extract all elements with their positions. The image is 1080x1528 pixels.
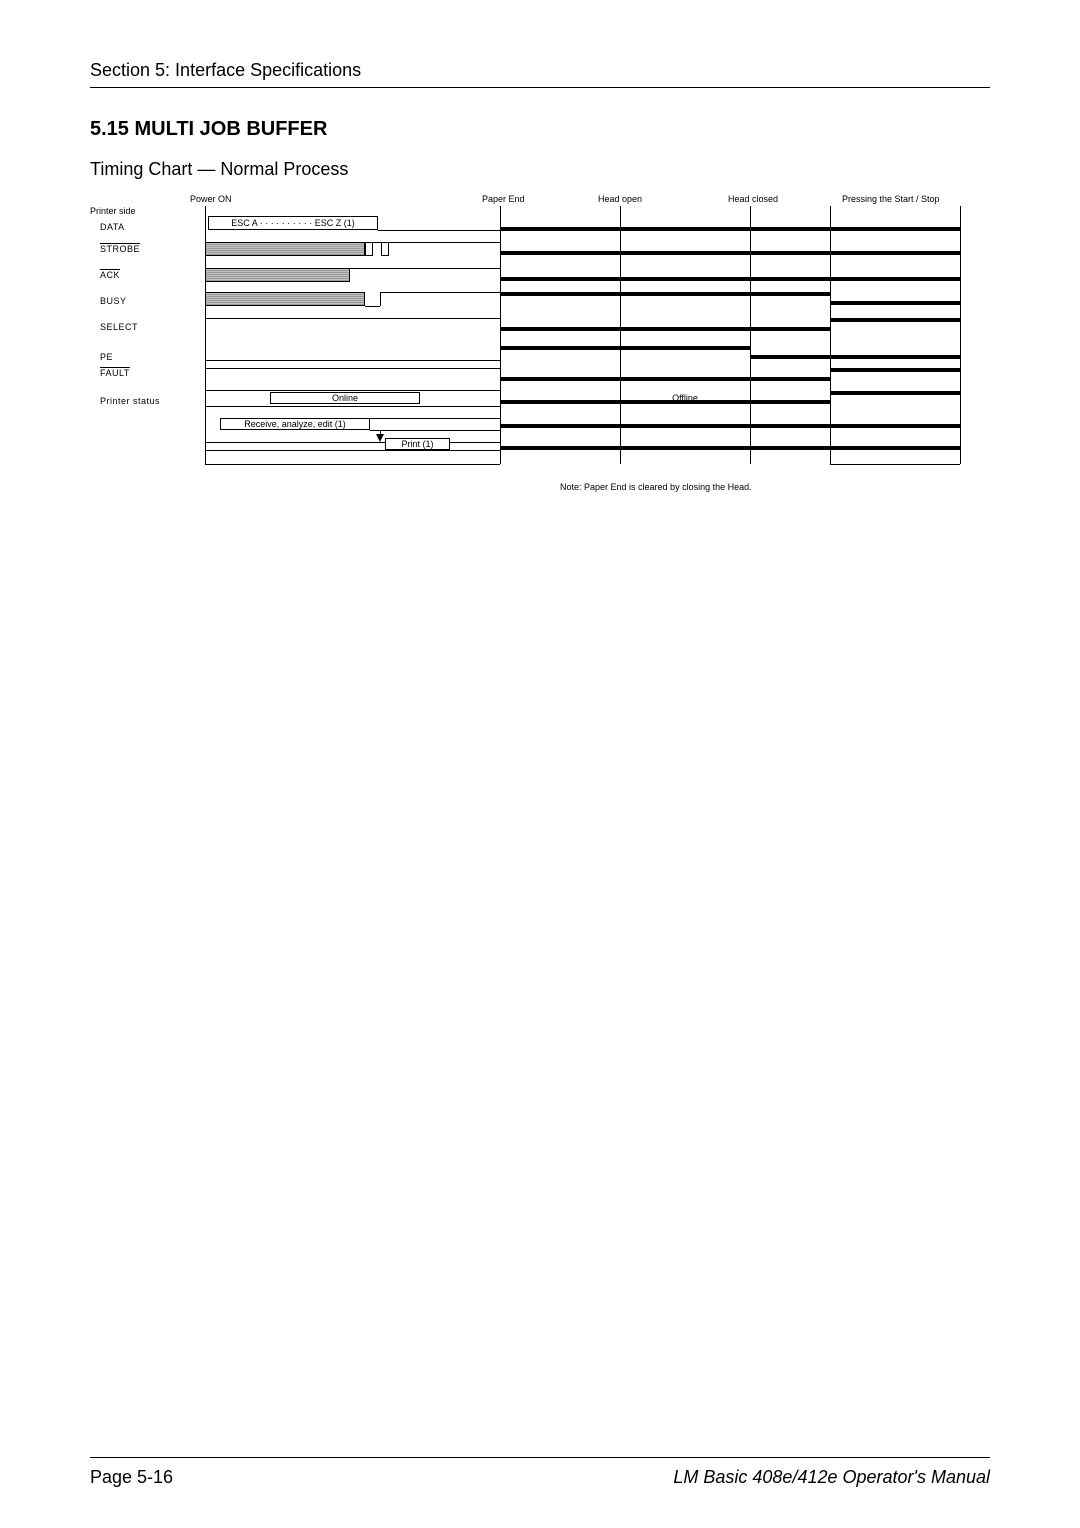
footer-rule bbox=[90, 1457, 990, 1458]
select-thick-2 bbox=[620, 327, 750, 331]
strobe-line-1 bbox=[389, 242, 500, 243]
section-header: Section 5: Interface Specifications bbox=[90, 60, 990, 81]
chart-note: Note: Paper End is cleared by closing th… bbox=[560, 482, 990, 492]
ack-thick-4 bbox=[830, 277, 960, 281]
status-thick-3 bbox=[750, 400, 830, 404]
fault-thick-4 bbox=[830, 368, 960, 372]
print-box: Print (1) bbox=[385, 438, 450, 450]
print-thick-1 bbox=[500, 446, 620, 450]
print-thick-3 bbox=[750, 446, 830, 450]
fault-high-1 bbox=[205, 368, 500, 369]
event-head-closed: Head closed bbox=[728, 194, 778, 204]
strobe-pulse-1 bbox=[365, 242, 373, 256]
pe-thick-3 bbox=[750, 355, 830, 359]
row-busy: BUSY bbox=[100, 296, 127, 306]
strobe-thick-2 bbox=[620, 251, 750, 255]
fault-thick-1 bbox=[500, 377, 620, 381]
fault-thick-3 bbox=[750, 377, 830, 381]
receive-thick-1 bbox=[500, 424, 620, 428]
printer-side-label: Printer side bbox=[90, 206, 136, 216]
status-online-box: Online bbox=[270, 392, 420, 404]
receive-thick-3 bbox=[750, 424, 830, 428]
busy-thick-2 bbox=[620, 292, 750, 296]
data-thick-2 bbox=[620, 227, 750, 231]
pe-thick-4 bbox=[830, 355, 960, 359]
ack-hatched bbox=[205, 268, 350, 282]
bottom-line bbox=[205, 464, 500, 465]
receive-thick-4 bbox=[830, 424, 960, 428]
print-arrow-head bbox=[376, 434, 384, 442]
strobe-thick-4 bbox=[830, 251, 960, 255]
page-title: 5.15 MULTI JOB BUFFER bbox=[90, 118, 990, 141]
status-line-bg-2 bbox=[205, 406, 500, 407]
bottom-line-r bbox=[830, 464, 960, 465]
receive-line-bot bbox=[370, 430, 500, 431]
manual-name: LM Basic 408e/412e Operator's Manual bbox=[673, 1467, 990, 1488]
strobe-gap bbox=[373, 242, 381, 243]
print-line-pre bbox=[205, 442, 385, 443]
pe-thick-1 bbox=[500, 346, 620, 350]
page-number: Page 5-16 bbox=[90, 1467, 173, 1488]
status-line-bg-1 bbox=[205, 390, 500, 391]
busy-low bbox=[365, 306, 380, 307]
row-select: SELECT bbox=[100, 322, 138, 332]
receive-line-top bbox=[370, 418, 500, 419]
event-head-open: Head open bbox=[598, 194, 642, 204]
row-fault: FAULT bbox=[100, 368, 130, 378]
print-thick-2 bbox=[620, 446, 750, 450]
data-thick-4 bbox=[830, 227, 960, 231]
ack-thick-3 bbox=[750, 277, 830, 281]
row-printer-status: Printer status bbox=[100, 396, 160, 406]
event-start-stop: Pressing the Start / Stop bbox=[842, 194, 940, 204]
row-strobe: STROBE bbox=[100, 244, 140, 254]
select-high-1 bbox=[205, 318, 500, 319]
data-box: ESC A · · · · · · · · · · ESC Z (1) bbox=[208, 216, 378, 230]
receive-box: Receive, analyze, edit (1) bbox=[220, 418, 370, 430]
busy-thick-3 bbox=[750, 292, 830, 296]
page-subtitle: Timing Chart — Normal Process bbox=[90, 159, 990, 180]
strobe-pulse-2 bbox=[381, 242, 389, 256]
data-thick-1 bbox=[500, 227, 620, 231]
receive-thick-2 bbox=[620, 424, 750, 428]
print-thick-4 bbox=[830, 446, 960, 450]
strobe-hatched bbox=[205, 242, 365, 256]
busy-thick-4 bbox=[830, 301, 960, 305]
pe-thick-2 bbox=[620, 346, 750, 350]
select-thick-4 bbox=[830, 318, 960, 322]
select-thick-1 bbox=[500, 327, 620, 331]
data-thick-3 bbox=[750, 227, 830, 231]
print-line-top bbox=[450, 442, 500, 443]
busy-thick-1 bbox=[500, 292, 620, 296]
event-paper-end: Paper End bbox=[482, 194, 525, 204]
event-power-on: Power ON bbox=[190, 194, 232, 204]
data-line-1 bbox=[378, 230, 500, 231]
row-pe: PE bbox=[100, 352, 113, 362]
status-thick-4 bbox=[830, 391, 960, 395]
strobe-thick-3 bbox=[750, 251, 830, 255]
print-line-bot bbox=[205, 450, 500, 451]
status-thick-1 bbox=[500, 400, 620, 404]
pe-low-1 bbox=[205, 360, 500, 361]
header-rule bbox=[90, 87, 990, 88]
busy-high bbox=[380, 292, 500, 293]
busy-hatched bbox=[205, 292, 365, 306]
strobe-thick-1 bbox=[500, 251, 620, 255]
select-thick-3 bbox=[750, 327, 830, 331]
ack-line-1 bbox=[350, 268, 500, 269]
vline-end bbox=[960, 206, 961, 464]
busy-rise bbox=[380, 292, 381, 306]
status-thick-2 bbox=[620, 400, 750, 404]
ack-thick-2 bbox=[620, 277, 750, 281]
timing-chart: Power ON Paper End Head open Head closed… bbox=[90, 194, 990, 474]
fault-thick-2 bbox=[620, 377, 750, 381]
row-data: DATA bbox=[100, 222, 125, 232]
ack-thick-1 bbox=[500, 277, 620, 281]
row-ack: ACK bbox=[100, 270, 120, 280]
